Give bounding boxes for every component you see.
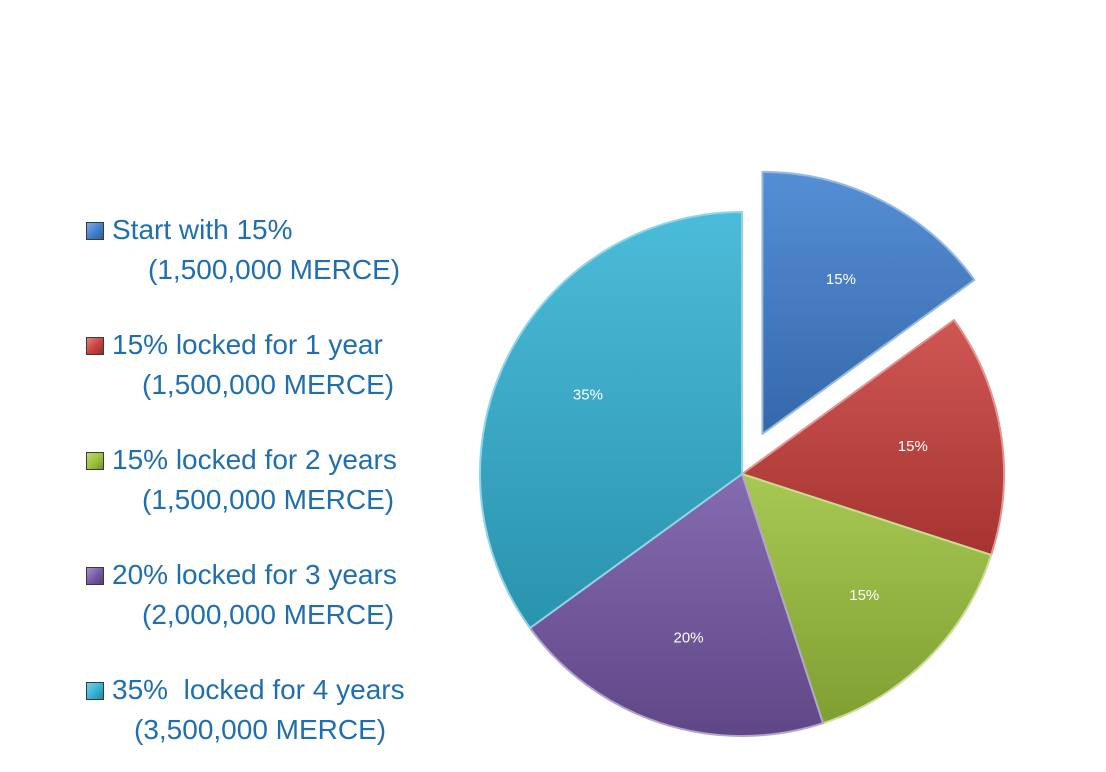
legend-label: 35% locked for 4 years [112,674,405,705]
pie-slice [761,170,976,435]
legend-entry: 20% locked for 3 years (2,000,000 MERCE) [86,555,466,635]
pie-slice [529,473,824,737]
legend-sublabel: (1,500,000 MERCE) [142,369,395,400]
pie-data-label: 15% [898,438,928,455]
pie-slice [741,319,1005,556]
pie-data-label: 15% [849,587,879,604]
legend-entry: 15% locked for 2 years (1,500,000 MERCE) [86,440,466,520]
legend-label: Start with 15% [112,214,293,245]
legend-entry: 15% locked for 1 year (1,500,000 MERCE) [86,325,466,405]
legend-entry: Start with 15% (1,500,000 MERCE) [86,210,466,290]
legend-swatch [86,337,104,355]
legend-swatch [86,567,104,585]
legend-label: 15% locked for 2 years [112,444,397,475]
legend-sublabel: (3,500,000 MERCE) [134,714,387,745]
legend-sublabel: (1,500,000 MERCE) [142,484,395,515]
pie-data-label: 35% [573,386,603,403]
legend-sublabel: (2,000,000 MERCE) [142,599,395,630]
legend-swatch [86,682,104,700]
legend-entry: 35% locked for 4 years (3,500,000 MERCE) [86,670,466,750]
pie-data-label: 15% [826,271,856,288]
legend-swatch [86,222,104,240]
legend-label: 15% locked for 1 year [112,329,383,360]
legend-swatch [86,452,104,470]
pie-data-label: 20% [674,629,704,646]
legend-sublabel: (1,500,000 MERCE) [148,254,401,285]
pie-slice [479,211,743,629]
legend-label: 20% locked for 3 years [112,559,397,590]
pie-slice [741,473,993,725]
